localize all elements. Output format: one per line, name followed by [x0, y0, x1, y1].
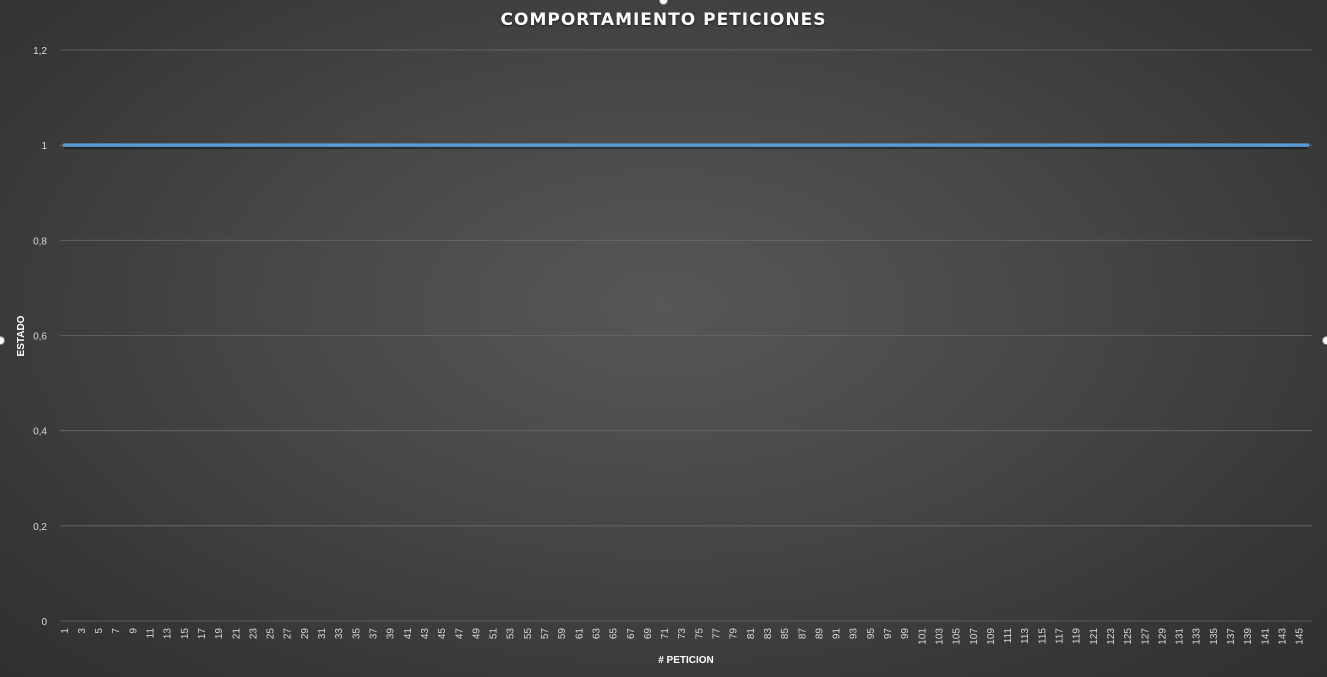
x-tick-label: 31	[317, 628, 328, 640]
x-tick-label: 115	[1037, 628, 1048, 644]
x-tick-label: 111	[1003, 628, 1014, 644]
x-tick-label: 85	[780, 628, 791, 640]
resize-handle-right[interactable]	[1322, 336, 1327, 345]
x-tick-label: 83	[763, 628, 774, 640]
x-tick-label: 55	[523, 628, 534, 640]
x-tick-label: 65	[609, 628, 620, 640]
x-tick-label: 145	[1295, 628, 1306, 645]
x-tick-label: 93	[849, 628, 860, 640]
x-tick-label: 15	[180, 628, 191, 640]
x-tick-label: 97	[883, 628, 894, 640]
x-tick-label: 19	[214, 628, 225, 640]
x-tick-label: 41	[403, 628, 414, 640]
x-tick-label: 17	[197, 628, 208, 640]
x-tick-label: 81	[746, 628, 757, 640]
x-tick-label: 1	[60, 628, 71, 634]
y-tick-label: 0,6	[33, 332, 47, 343]
x-tick-label: 9	[128, 628, 139, 634]
x-tick-label: 51	[489, 628, 500, 640]
x-tick-labels: 1 3 5 7 9 11 13 15 17 19 21 23 25 27 29 31 33 35 37 39 41 43 4…	[60, 628, 1306, 645]
x-tick-label: 25	[266, 628, 277, 640]
x-tick-label: 79	[729, 628, 740, 640]
x-tick-label: 105	[952, 628, 963, 645]
x-tick-label: 61	[574, 628, 585, 640]
x-tick-label: 139	[1243, 628, 1254, 645]
x-tick-label: 53	[506, 628, 517, 640]
x-tick-label: 69	[643, 628, 654, 640]
chart-title: COMPORTAMIENTO PETICIONES	[500, 10, 827, 30]
x-tick-label: 59	[557, 628, 568, 640]
resize-handle-left[interactable]	[0, 336, 5, 345]
x-axis-label: # PETICION	[658, 655, 714, 666]
x-tick-label: 119	[1072, 628, 1083, 644]
y-tick-label: 0,8	[33, 236, 47, 247]
y-tick-label: 1	[41, 141, 47, 152]
x-tick-label: 35	[351, 628, 362, 640]
x-tick-label: 33	[334, 628, 345, 640]
x-tick-label: 89	[814, 628, 825, 640]
x-tick-label: 21	[231, 628, 242, 640]
x-tick-label: 5	[94, 628, 105, 634]
x-tick-label: 123	[1106, 628, 1117, 645]
x-tick-label: 77	[712, 628, 723, 640]
x-tick-label: 73	[677, 628, 688, 640]
x-tick-label: 141	[1260, 628, 1271, 645]
gridlines	[60, 49, 1312, 622]
x-tick-label: 107	[969, 628, 980, 645]
x-tick-label: 143	[1277, 628, 1288, 645]
x-tick-label: 109	[986, 628, 997, 645]
x-tick-label: 99	[900, 628, 911, 640]
y-tick-label: 0,4	[33, 427, 47, 438]
y-tick-label: 0	[41, 617, 47, 628]
resize-handle-top[interactable]	[659, 0, 668, 5]
x-tick-label: 67	[626, 628, 637, 640]
x-tick-label: 57	[540, 628, 551, 640]
series-layer	[62, 143, 1310, 150]
x-tick-label: 7	[111, 628, 122, 634]
x-tick-label: 131	[1175, 628, 1186, 645]
y-tick-label: 1,2	[33, 46, 47, 57]
x-tick-label: 121	[1089, 628, 1100, 645]
y-tick-label: 0,2	[33, 522, 47, 533]
x-tick-label: 27	[283, 628, 294, 640]
x-tick-label: 49	[471, 628, 482, 640]
x-tick-label: 43	[420, 628, 431, 640]
x-tick-label: 3	[77, 628, 88, 634]
x-tick-label: 117	[1055, 628, 1066, 644]
x-tick-label: 127	[1140, 628, 1151, 645]
x-tick-label: 91	[832, 628, 843, 640]
x-tick-label: 125	[1123, 628, 1134, 645]
y-tick-labels: 0 0,2 0,4 0,6 0,8 1 1,2	[33, 46, 47, 628]
x-tick-label: 129	[1157, 628, 1168, 645]
x-tick-label: 63	[591, 628, 602, 640]
x-tick-label: 95	[866, 628, 877, 640]
y-axis-label: ESTADO	[16, 315, 27, 356]
x-tick-label: 137	[1226, 628, 1237, 645]
x-tick-label: 87	[797, 628, 808, 640]
x-tick-label: 75	[694, 628, 705, 640]
x-tick-label: 133	[1192, 628, 1203, 645]
x-tick-label: 39	[386, 628, 397, 640]
x-tick-label: 71	[660, 628, 671, 640]
x-tick-label: 113	[1020, 628, 1031, 644]
x-tick-label: 11	[146, 628, 157, 639]
x-tick-label: 135	[1209, 628, 1220, 645]
x-tick-label: 101	[917, 628, 928, 645]
x-tick-label: 37	[369, 628, 380, 640]
x-tick-label: 29	[300, 628, 311, 640]
x-tick-label: 103	[934, 628, 945, 645]
x-tick-label: 23	[248, 628, 259, 640]
x-tick-label: 47	[454, 628, 465, 640]
x-tick-label: 13	[163, 628, 174, 640]
x-tick-label: 45	[437, 628, 448, 640]
